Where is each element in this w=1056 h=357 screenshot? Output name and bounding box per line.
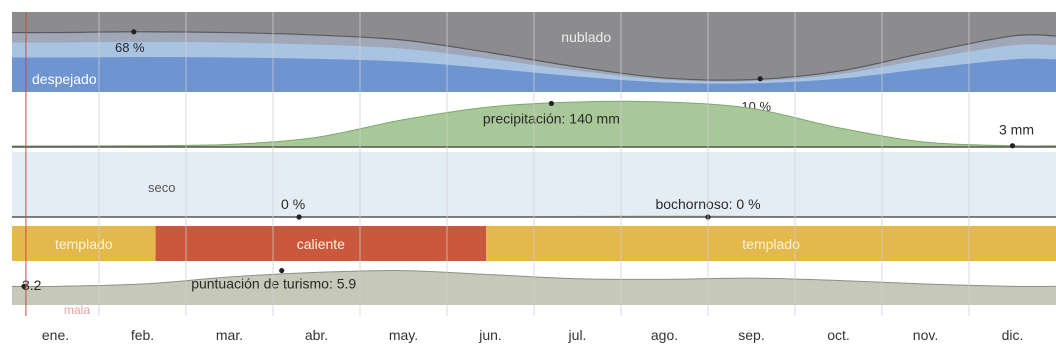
tourism-bottom-label: mala <box>64 303 90 317</box>
month-label: mar. <box>216 327 243 343</box>
precipitation-annotation-label: 3 mm <box>999 122 1034 138</box>
temperature-segment-label: caliente <box>297 236 345 252</box>
month-label: jul. <box>568 327 587 343</box>
precipitation-annotation-label: precipitación: 140 mm <box>483 110 620 126</box>
humidity-annotation-label: 0 % <box>281 196 305 212</box>
precipitation-annotation-dot <box>1009 143 1016 149</box>
tourism-annotation-label: 3.2 <box>22 277 42 293</box>
month-label: feb. <box>131 327 154 343</box>
month-label: ago. <box>651 327 678 343</box>
month-label: sep. <box>738 327 764 343</box>
month-label: may. <box>389 327 418 343</box>
temperature-segment-2 <box>486 226 1056 261</box>
tourism-annotation-dot <box>279 267 285 274</box>
month-label: oct. <box>827 327 850 343</box>
month-label: jun. <box>478 327 502 343</box>
cloud-annotation-dot <box>131 29 137 35</box>
month-label: nov. <box>913 327 938 343</box>
month-label: abr. <box>305 327 328 343</box>
humidity-dry-label: seco <box>148 180 175 195</box>
humidity-annotation-dot <box>296 214 302 220</box>
cloud-top-label: nublado <box>561 29 611 45</box>
temperature-segment-label: templado <box>55 236 113 252</box>
cloud-bottom-label: despejado <box>32 71 97 87</box>
cloud-annotation-dot <box>757 76 763 82</box>
tourism-annotation-dot <box>21 283 27 289</box>
month-label: ene. <box>42 327 69 343</box>
precipitation-annotation-dot <box>548 100 555 107</box>
temperature-segment-0 <box>12 226 156 261</box>
tourism-annotation-label: puntuación de turismo: 5.9 <box>191 276 356 292</box>
month-label: dic. <box>1002 327 1024 343</box>
temperature-segment-label: templado <box>742 236 800 252</box>
temperature-segment-1 <box>155 226 487 261</box>
cloud-annotation-label: 68 % <box>115 40 145 55</box>
